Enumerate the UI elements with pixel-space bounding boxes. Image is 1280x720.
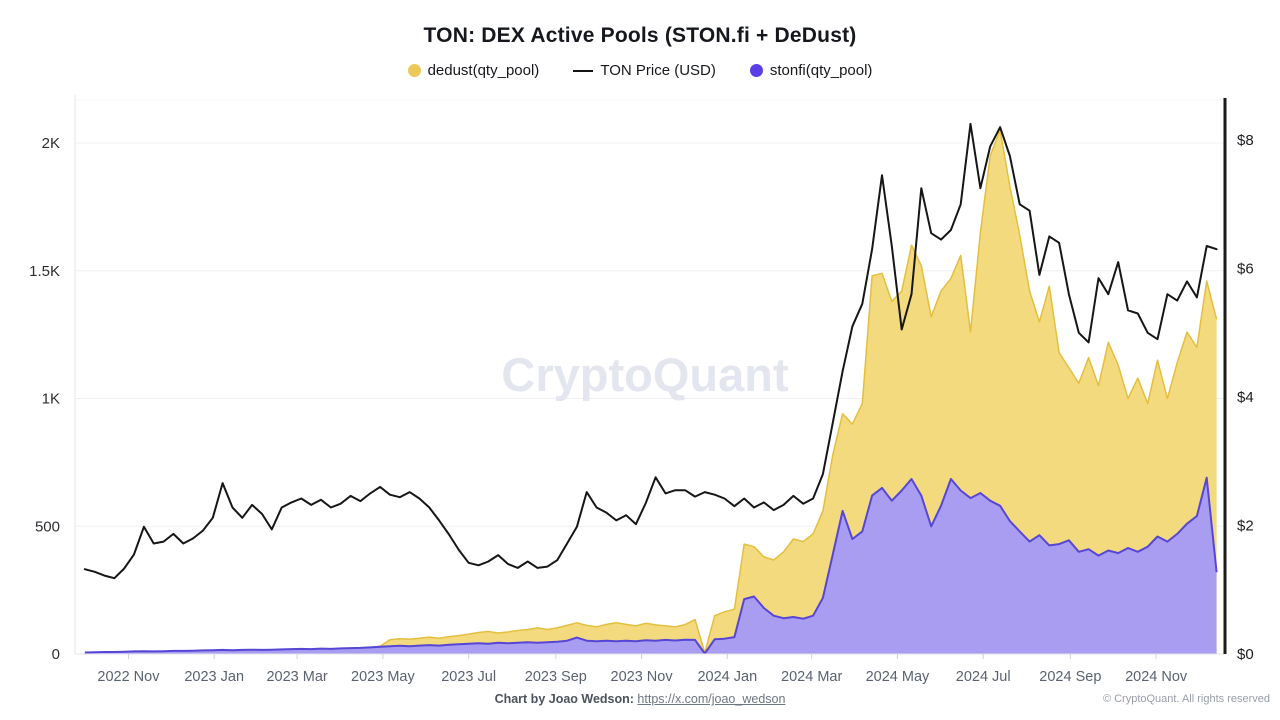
- right-axis-label: $4: [1237, 389, 1254, 406]
- legend-item-stonfi[interactable]: stonfi(qty_pool): [749, 62, 873, 79]
- dedust-dot-icon: [407, 64, 421, 77]
- x-axis-label: 2023 Jul: [441, 669, 496, 685]
- right-axis-label: $2: [1237, 518, 1254, 535]
- stonfi-dot-icon: [749, 64, 763, 77]
- left-axis-label: 2K: [42, 135, 60, 152]
- x-axis-label: 2024 Sep: [1039, 669, 1101, 685]
- credit-link[interactable]: https://x.com/joao_wedson: [637, 692, 786, 706]
- right-axis-label: $0: [1237, 646, 1254, 663]
- left-axis-label: 1K: [42, 391, 60, 408]
- x-axis-label: 2024 Jul: [956, 669, 1011, 685]
- x-axis-label: 2024 Mar: [781, 669, 842, 685]
- legend-item-dedust[interactable]: dedust(qty_pool): [407, 62, 540, 79]
- left-axis-label: 0: [52, 646, 60, 663]
- legend-item-ton-price[interactable]: TON Price (USD): [573, 62, 716, 79]
- x-axis-label: 2023 May: [351, 669, 415, 685]
- right-axis-label: $6: [1237, 261, 1254, 278]
- left-axis-label: 500: [35, 518, 60, 535]
- x-axis-label: 2023 Nov: [611, 669, 674, 685]
- x-axis-label: 2023 Sep: [525, 669, 587, 685]
- legend-label: TON Price (USD): [600, 62, 716, 79]
- right-axis-label: $8: [1237, 132, 1254, 149]
- x-axis-label: 2024 Nov: [1125, 669, 1188, 685]
- x-axis-label: 2023 Mar: [266, 669, 327, 685]
- copyright-note: © CryptoQuant. All rights reserved: [1102, 693, 1270, 705]
- x-axis-label: 2022 Nov: [97, 669, 160, 685]
- x-axis-label: 2023 Jan: [184, 669, 244, 685]
- chart-legend: dedust(qty_pool) TON Price (USD) stonfi(…: [0, 62, 1280, 79]
- legend-label: stonfi(qty_pool): [769, 62, 873, 79]
- watermark: CryptoQuant: [501, 348, 789, 401]
- price-line: [83, 122, 1218, 580]
- price-line-icon: [573, 69, 594, 72]
- x-axis-label: 2024 May: [866, 669, 930, 685]
- chart-credit: Chart by Joao Wedson: https://x.com/joao…: [0, 692, 1280, 706]
- stonfi-edge: [84, 476, 1218, 655]
- page-title: TON: DEX Active Pools (STON.fi + DeDust): [423, 24, 857, 47]
- x-axis-label: 2024 Jan: [697, 669, 757, 685]
- legend-label: dedust(qty_pool): [427, 62, 540, 79]
- left-axis-label: 1.5K: [29, 263, 60, 280]
- dedust-edge: [360, 129, 1218, 654]
- credit-author: Chart by Joao Wedson:: [494, 692, 634, 706]
